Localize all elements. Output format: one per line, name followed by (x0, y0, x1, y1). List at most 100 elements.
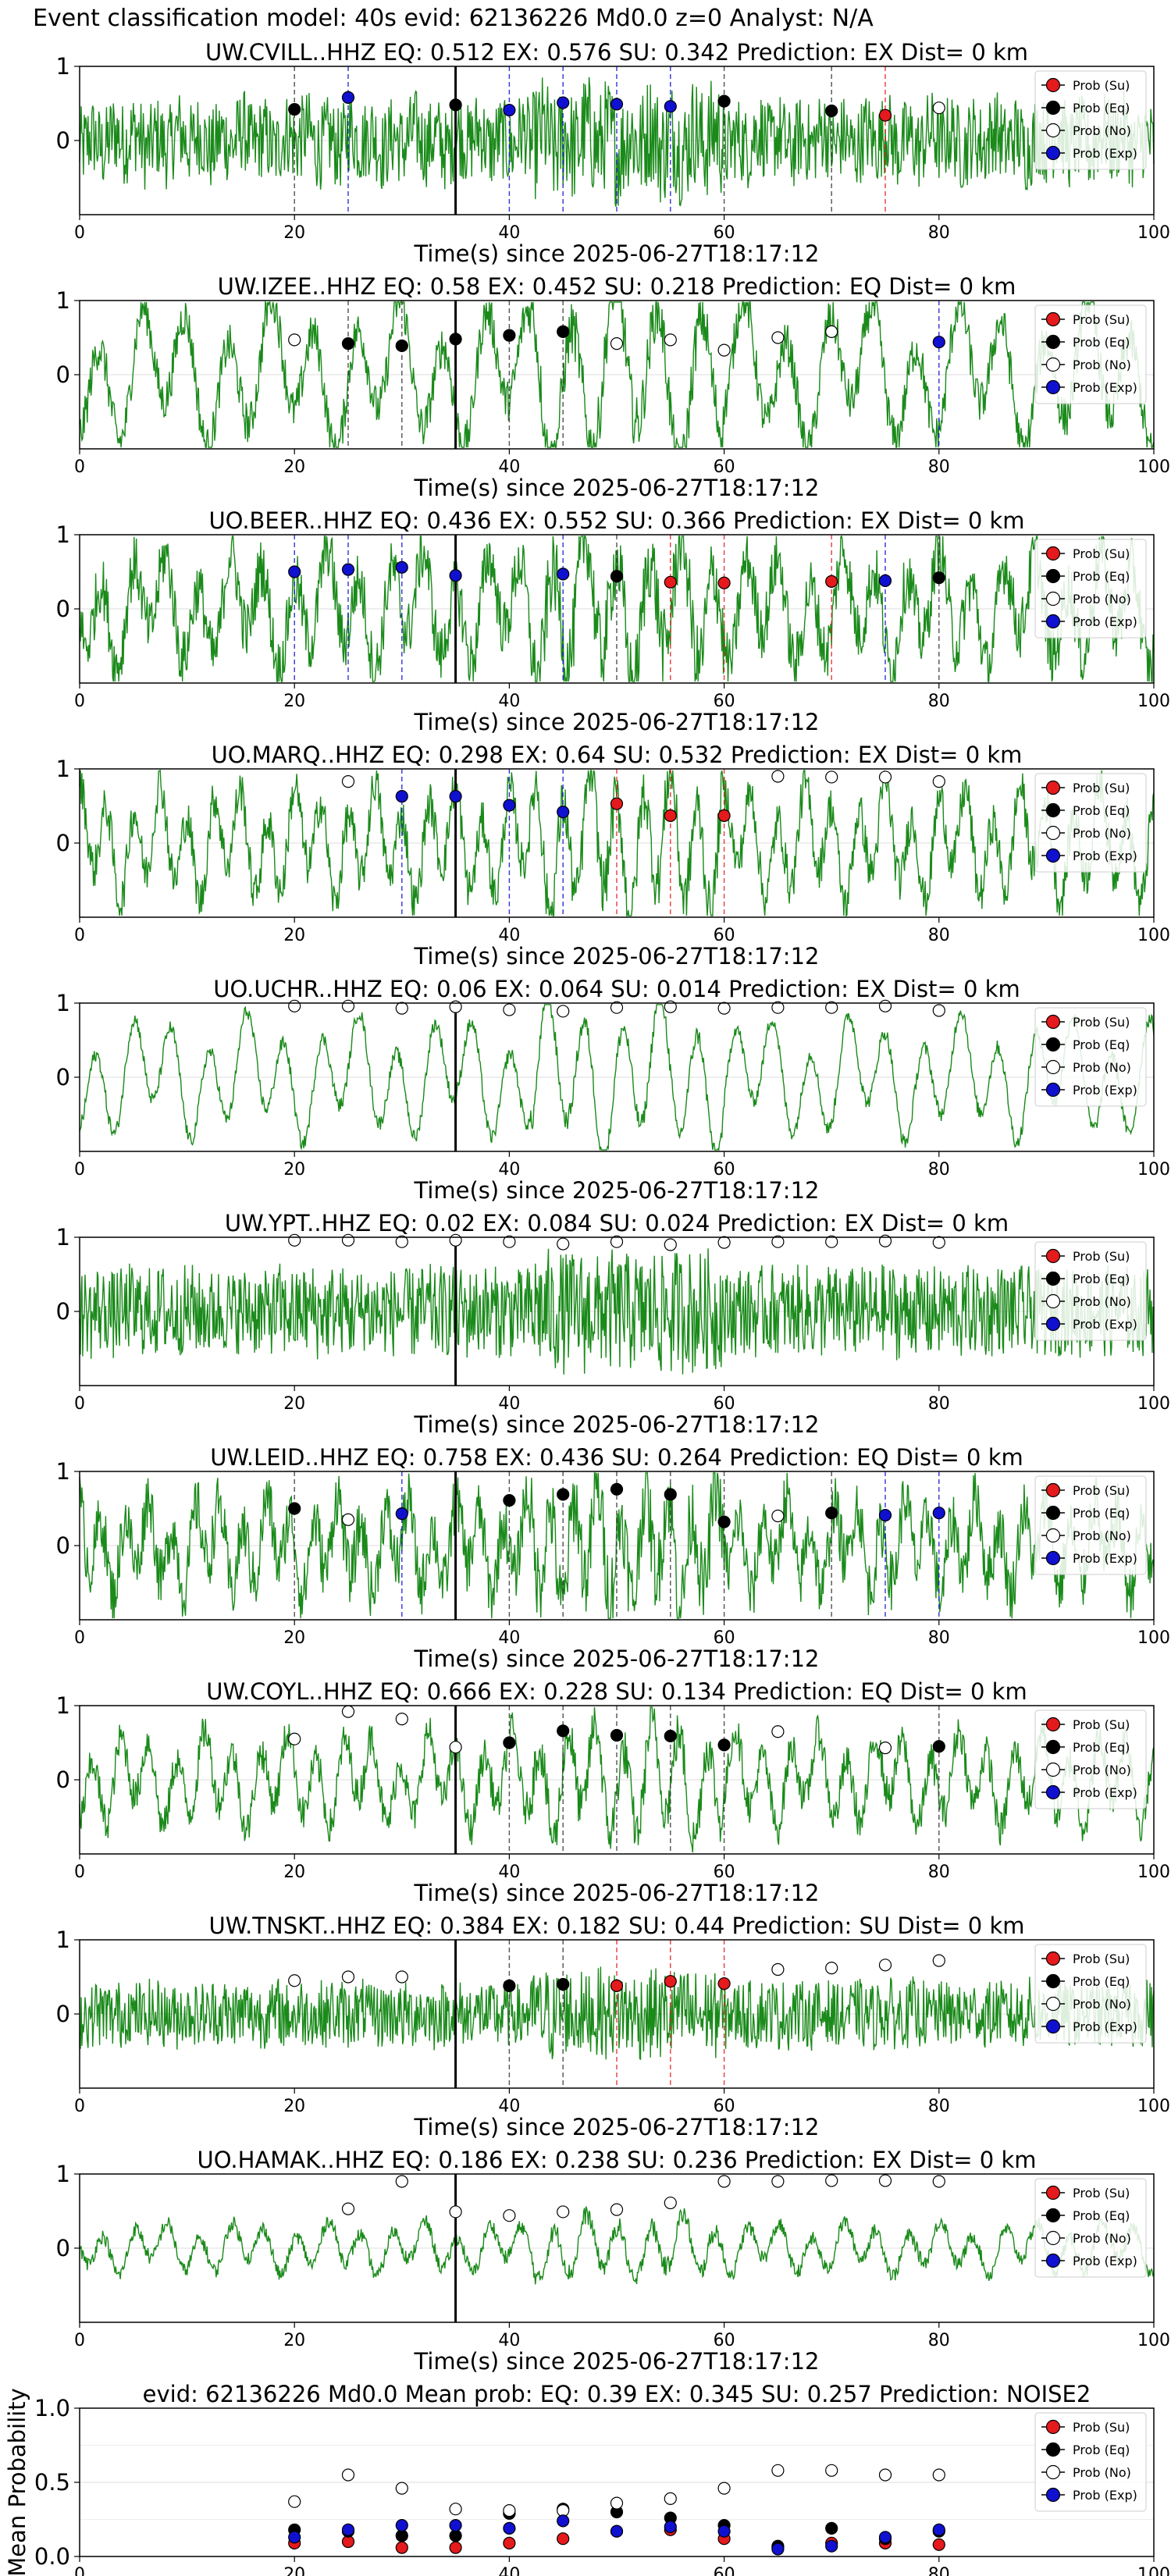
legend-marker (1045, 145, 1061, 161)
panel-title: UW.COYL..HHZ EQ: 0.666 EX: 0.228 SU: 0.1… (206, 1678, 1027, 1705)
waveform-trace (79, 1248, 1155, 1375)
y-tick-label: 1 (56, 2161, 70, 2187)
waveform-trace (79, 1706, 1155, 1853)
prob-point-exp (610, 98, 624, 111)
legend-label: Prob (Su) (1073, 1249, 1130, 1264)
x-tick-label: 20 (283, 926, 305, 945)
prob-point-eq (610, 1482, 624, 1496)
waveform-trace (79, 2206, 1155, 2285)
mean-prob-point-su (449, 2541, 462, 2554)
x-tick-label: 60 (714, 1628, 735, 1648)
x-tick-label: 60 (714, 223, 735, 243)
prob-point-no (825, 1962, 838, 1975)
legend-marker (1045, 1784, 1061, 1800)
x-tick-label: 40 (498, 692, 520, 711)
x-axis-label: Time(s) since 2025-06-27T18:17:12 (414, 1880, 820, 1906)
legend-label: Prob (No) (1073, 826, 1131, 841)
prob-point-no (449, 1741, 462, 1754)
legend-marker (1045, 77, 1061, 93)
legend-label: Prob (Eq) (1073, 1506, 1130, 1521)
y-tick-label: 0 (56, 1532, 70, 1559)
prob-point-eq (932, 571, 945, 585)
prob-point-no (288, 999, 301, 1012)
mean-prob-point-exp (395, 2519, 408, 2532)
legend-label: Prob (No) (1073, 358, 1131, 372)
mean-prob-point-no (825, 2464, 838, 2477)
prob-point-no (878, 1742, 892, 1755)
prob-point-exp (878, 1508, 892, 1522)
prob-point-exp (664, 100, 677, 113)
x-tick-label: 100 (1137, 2331, 1170, 2350)
prob-point-no (449, 2205, 462, 2218)
prob-point-eq (503, 329, 516, 342)
prob-point-no (395, 2175, 408, 2188)
x-tick-label: 0 (74, 2331, 85, 2350)
legend-label: Prob (No) (1073, 1763, 1131, 1777)
mean-prob-point-no (664, 2492, 677, 2505)
prob-point-no (878, 999, 892, 1012)
legend-box (1034, 539, 1147, 639)
legend-box (1034, 70, 1147, 170)
legend-label: Prob (No) (1073, 2465, 1131, 2480)
x-tick-label: 20 (283, 2097, 305, 2116)
legend-marker (1045, 1293, 1061, 1309)
prob-point-eq (449, 98, 462, 112)
legend-label: Prob (No) (1073, 1528, 1131, 1543)
legend-label: Prob (Exp) (1073, 614, 1137, 629)
legend-box (1034, 1710, 1147, 1809)
x-tick-label: 60 (714, 2097, 735, 2116)
prob-point-su (717, 809, 731, 822)
x-axis-label: Time(s) since 2025-06-27T18:17:12 (414, 2114, 820, 2140)
x-tick-label: 100 (1137, 1394, 1170, 1414)
mean-prob-point-exp (449, 2519, 462, 2532)
prob-point-no (664, 1000, 677, 1013)
x-tick-label: 60 (714, 926, 735, 945)
prob-point-no (557, 1237, 570, 1251)
x-tick-label: 0 (74, 2097, 85, 2116)
prob-point-no (341, 999, 355, 1012)
panel-8: UW.COYL..HHZ EQ: 0.666 EX: 0.228 SU: 0.1… (56, 1678, 1170, 1906)
x-tick-label: 100 (1137, 1160, 1170, 1179)
mean-prob-point-no (395, 2482, 408, 2495)
y-tick-label: 1 (56, 53, 70, 80)
prob-point-no (771, 2175, 785, 2188)
x-axis-label: Time(s) since 2025-06-27T18:17:12 (414, 475, 820, 501)
mean-prob-point-exp (557, 2514, 570, 2528)
x-tick-label: 80 (928, 223, 950, 243)
prob-point-exp (932, 1507, 945, 1520)
legend-label: Prob (Eq) (1073, 101, 1130, 116)
panel-10: UO.HAMAK..HHZ EQ: 0.186 EX: 0.238 SU: 0.… (56, 2147, 1170, 2375)
legend-marker (1045, 1037, 1061, 1052)
x-tick-label: 100 (1137, 1863, 1170, 1882)
y-tick-label: 0.0 (34, 2543, 70, 2570)
y-tick-label: 1 (56, 287, 70, 314)
x-tick-label: 60 (714, 692, 735, 711)
mean-prob-point-exp (288, 2531, 301, 2544)
y-tick-label: 1 (56, 756, 70, 782)
mean-prob-point-no (771, 2464, 785, 2477)
legend-label: Prob (Su) (1073, 546, 1130, 561)
mean-prob-point-no (717, 2482, 731, 2495)
prob-point-eq (395, 339, 408, 353)
prob-point-no (717, 2175, 731, 2188)
legend-label: Prob (No) (1073, 1997, 1131, 2012)
prob-point-no (610, 337, 624, 350)
prob-point-eq (717, 94, 731, 108)
prob-point-su (717, 576, 731, 589)
x-tick-label: 100 (1137, 926, 1170, 945)
y-tick-label: 1 (56, 1224, 70, 1251)
prob-point-no (932, 2175, 945, 2188)
y-tick-label: 0.5 (34, 2469, 70, 2496)
mean-prob-point-no (449, 2503, 462, 2516)
panel-title: UW.CVILL..HHZ EQ: 0.512 EX: 0.576 SU: 0.… (205, 39, 1028, 66)
prob-point-exp (932, 336, 945, 349)
prob-point-eq (825, 104, 838, 118)
prob-point-no (341, 1233, 355, 1247)
panel-7: UW.LEID..HHZ EQ: 0.758 EX: 0.436 SU: 0.2… (56, 1444, 1170, 1672)
prob-point-no (825, 770, 838, 784)
legend-marker (1045, 1951, 1061, 1966)
legend-marker (1045, 1082, 1061, 1098)
mean-prob-point-exp (932, 2523, 945, 2536)
prob-point-eq (825, 1507, 838, 1520)
x-tick-label: 0 (74, 223, 85, 243)
